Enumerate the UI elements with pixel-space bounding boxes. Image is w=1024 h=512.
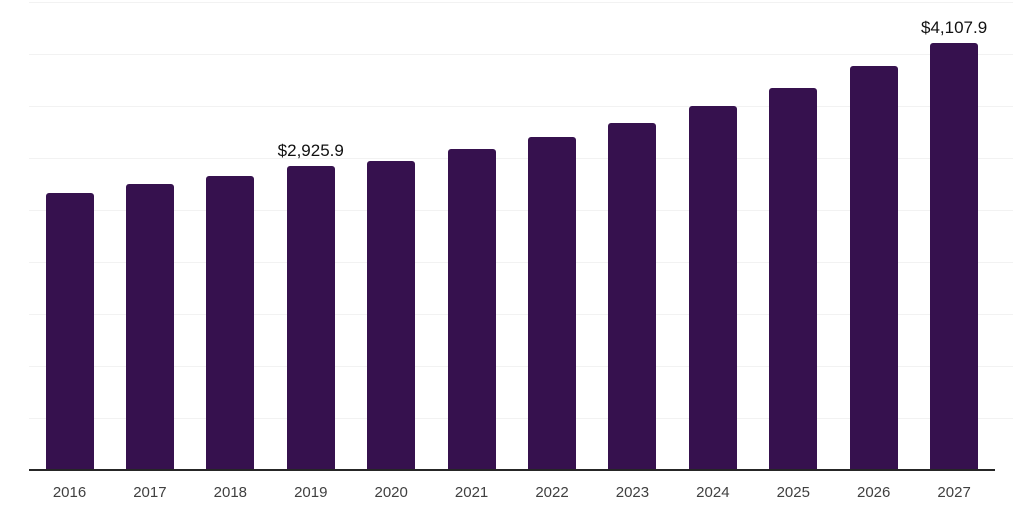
x-tick-label-2026: 2026: [857, 484, 891, 501]
bar-2021: [447, 149, 496, 471]
x-tick-label-2021: 2021: [454, 484, 489, 501]
bar-2017: [125, 184, 174, 471]
gridline: [29, 210, 1013, 211]
x-tick-label-2024: 2024: [696, 484, 730, 501]
bar-2024: [688, 105, 737, 471]
gridline: [29, 158, 1013, 159]
bar-2022: [528, 136, 576, 471]
data-label-2019: $2,925.9: [277, 140, 344, 160]
bar-2019: [286, 165, 335, 471]
x-tick-label-2017: 2017: [133, 484, 167, 501]
gridline: [29, 366, 1013, 367]
gridline: [29, 418, 1013, 419]
x-tick-label-2023: 2023: [615, 484, 650, 501]
x-axis-line: [29, 469, 995, 471]
bar-2025: [769, 87, 818, 471]
gridline: [29, 262, 1013, 263]
data-label-2027: $4,107.9: [921, 17, 988, 37]
x-tick-label-2020: 2020: [374, 484, 408, 501]
gridline: [29, 2, 1013, 3]
bar-2023: [608, 122, 657, 471]
x-tick-label-2022: 2022: [535, 484, 569, 501]
gridline: [29, 54, 1013, 55]
x-tick-label-2019: 2019: [294, 484, 328, 501]
bar-2016: [45, 192, 94, 471]
x-tick-label-2027: 2027: [937, 484, 971, 501]
x-tick-label-2018: 2018: [213, 484, 248, 501]
gridline: [29, 314, 1013, 315]
x-tick-label-2025: 2025: [776, 484, 810, 501]
bar-2026: [849, 65, 898, 471]
bar-2018: [206, 175, 255, 471]
bar-2020: [367, 160, 416, 471]
x-tick-label-2016: 2016: [52, 484, 87, 501]
bar-2027: [930, 42, 979, 471]
gridline: [29, 106, 1013, 107]
